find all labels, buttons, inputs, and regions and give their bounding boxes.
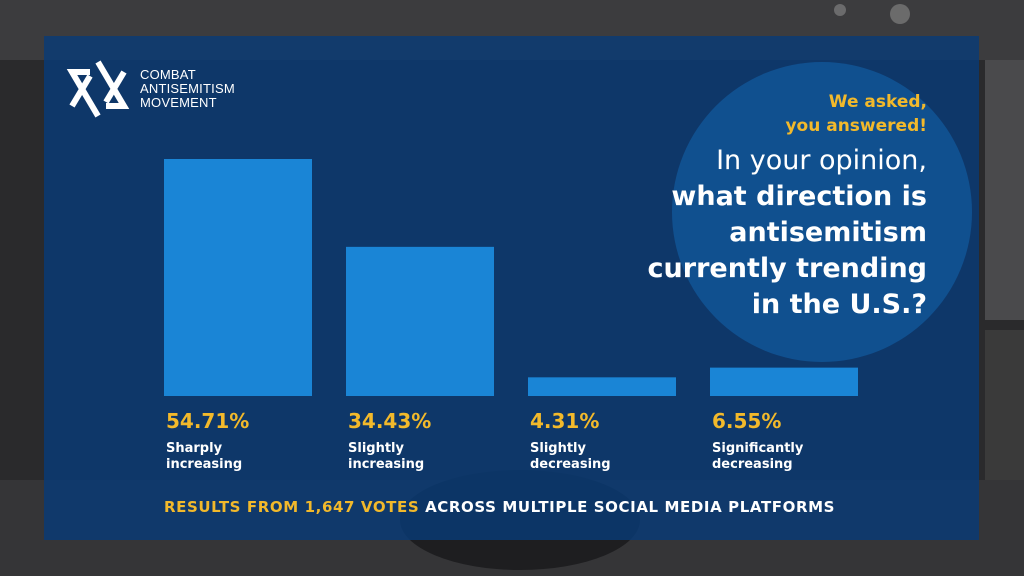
results-footer: RESULTS FROM 1,647 VOTES ACROSS MULTIPLE… xyxy=(164,498,835,516)
bar-chart: 54.71%Sharplyincreasing34.43%Slightlyinc… xyxy=(164,159,858,472)
category-label-1-line-2: increasing xyxy=(166,457,242,472)
brand-logo: COMBAT ANTISEMITISM MOVEMENT xyxy=(66,56,286,126)
footer-highlight: RESULTS FROM 1,647 VOTES xyxy=(164,498,420,516)
value-label-3: 4.31% xyxy=(530,409,599,433)
survey-panel: COMBAT ANTISEMITISM MOVEMENT We asked, y… xyxy=(44,36,979,540)
value-label-2: 34.43% xyxy=(348,409,431,433)
tagline-line-1: We asked, xyxy=(828,92,927,112)
question-line-3: currently trending xyxy=(647,253,927,284)
question-line-1: what direction is xyxy=(671,181,927,212)
category-label-1-line-1: Sharply xyxy=(166,441,223,456)
category-label-2-line-1: Slightly xyxy=(348,441,405,456)
logo-text-line-3: MOVEMENT xyxy=(140,95,217,110)
category-label-4-line-2: decreasing xyxy=(712,457,793,472)
highlight-circle xyxy=(672,62,972,362)
footer-rest: ACROSS MULTIPLE SOCIAL MEDIA PLATFORMS xyxy=(419,498,836,516)
survey-question: In your opinion, what direction is antis… xyxy=(648,143,927,323)
bar-4 xyxy=(710,367,858,396)
question-lead: In your opinion, xyxy=(716,145,927,176)
tagline-line-2: you answered! xyxy=(785,116,927,136)
star-of-david-icon xyxy=(66,60,130,118)
logo-text-line-1: COMBAT xyxy=(140,67,196,82)
category-label-2-line-2: increasing xyxy=(348,457,424,472)
category-label-3-line-1: Slightly xyxy=(530,441,587,456)
question-line-2: antisemitism xyxy=(729,217,927,248)
value-label-4: 6.55% xyxy=(712,409,781,433)
tagline: We asked, you answered! xyxy=(785,90,927,138)
bar-1 xyxy=(164,159,312,396)
bar-3 xyxy=(528,377,676,396)
value-label-1: 54.71% xyxy=(166,409,249,433)
logo-text-line-2: ANTISEMITISM xyxy=(140,81,235,96)
question-line-4: in the U.S.? xyxy=(751,289,927,320)
category-label-3-line-2: decreasing xyxy=(530,457,611,472)
category-label-4-line-1: Significantly xyxy=(712,441,804,456)
bar-2 xyxy=(346,246,494,396)
